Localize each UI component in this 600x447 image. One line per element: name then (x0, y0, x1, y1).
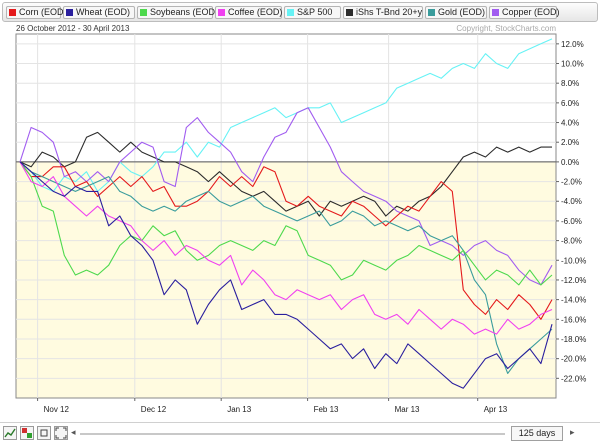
x-tick-label: Jan 13 (227, 405, 252, 414)
legend-item[interactable]: iShs T-Bnd 20+y (343, 6, 423, 19)
legend-swatch (218, 9, 225, 16)
series-line-1 (19, 131, 552, 217)
square-toggle-icon[interactable] (37, 426, 51, 440)
y-tick-label: 6.0% (561, 99, 579, 108)
color-settings-icon[interactable] (20, 426, 34, 440)
y-tick-label: 8.0% (561, 79, 579, 88)
x-tick-label: Dec 12 (141, 405, 167, 414)
y-tick-label: -14.0% (561, 296, 586, 305)
legend-label: Coffee (EOD) (228, 7, 283, 17)
y-tick-label: 12.0% (561, 40, 584, 49)
series-line-6 (19, 161, 553, 335)
y-tick-label: -16.0% (561, 315, 586, 324)
x-tick-label: Feb 13 (314, 405, 339, 414)
legend-swatch (287, 9, 294, 16)
legend-item[interactable]: Wheat (EOD) (63, 6, 135, 19)
y-tick-label: -20.0% (561, 355, 586, 364)
date-range: 26 October 2012 - 30 April 2013 (16, 24, 130, 33)
legend-swatch (140, 9, 147, 16)
legend-item[interactable]: Gold (EOD) (425, 6, 487, 19)
x-tick-label: Apr 13 (484, 405, 508, 414)
y-tick-label: -18.0% (561, 335, 586, 344)
y-tick-label: -12.0% (561, 276, 586, 285)
scroll-right-arrow[interactable]: ▸ (570, 427, 575, 437)
y-tick-label: -6.0% (561, 217, 582, 226)
legend-item[interactable]: Coffee (EOD) (215, 6, 282, 19)
legend-item[interactable]: Corn (EOD) (6, 6, 67, 19)
chart-type-icon[interactable] (3, 426, 17, 440)
legend-item[interactable]: Soybeans (EOD) (137, 6, 218, 19)
scroll-left-arrow[interactable]: ◂ (71, 427, 76, 437)
legend-swatch (9, 9, 16, 16)
legend-bar: Corn (EOD) Wheat (EOD) Soybeans (EOD) Coffe… (2, 2, 598, 22)
legend-label: Corn (EOD) (19, 7, 67, 17)
expand-icon[interactable] (54, 426, 68, 440)
chart-area: 12.0% 10.0% 8.0% 6.0% 4.0% 2.0% 0.0% -2.0% -4.0%… (15, 33, 586, 414)
series-line-3 (19, 161, 553, 320)
legend-label: iShs T-Bnd 20+y (356, 7, 423, 17)
series-line-7 (19, 161, 553, 389)
legend-swatch (428, 9, 435, 16)
y-tick-label: 4.0% (561, 119, 579, 128)
legend-label: Copper (EOD) (502, 7, 560, 17)
y-tick-label: 2.0% (561, 138, 579, 147)
y-tick-label: -22.0% (561, 374, 586, 383)
y-tick-label: -8.0% (561, 237, 582, 246)
time-scrollbar[interactable] (80, 433, 505, 435)
legend-item[interactable]: S&P 500 (284, 6, 341, 19)
days-display[interactable]: 125 days (511, 426, 563, 441)
y-tick-label: 10.0% (561, 60, 584, 69)
plot-frame (15, 33, 557, 399)
chart-toolbar: ◂ 125 days ▸ (0, 422, 600, 447)
x-tick-label: Nov 12 (44, 405, 70, 414)
series-line-2 (19, 107, 553, 286)
y-tick-label: -4.0% (561, 197, 582, 206)
legend-label: S&P 500 (297, 7, 333, 17)
legend-label: Gold (EOD) (438, 7, 486, 17)
y-tick-label: 0.0% (561, 158, 579, 167)
legend-item[interactable]: Copper (EOD) (489, 6, 560, 19)
x-tick-label: Mar 13 (395, 405, 420, 414)
y-tick-label: -10.0% (561, 256, 586, 265)
series-line-5 (19, 161, 553, 286)
legend-swatch (66, 9, 73, 16)
legend-swatch (492, 9, 499, 16)
copyright-watermark: Copyright, StockCharts.com (456, 24, 556, 33)
legend-label: Wheat (EOD) (76, 7, 131, 17)
legend-swatch (346, 9, 353, 16)
y-tick-label: -2.0% (561, 178, 582, 187)
plot-bg-positive (16, 34, 556, 162)
legend-label: Soybeans (EOD) (150, 7, 219, 17)
